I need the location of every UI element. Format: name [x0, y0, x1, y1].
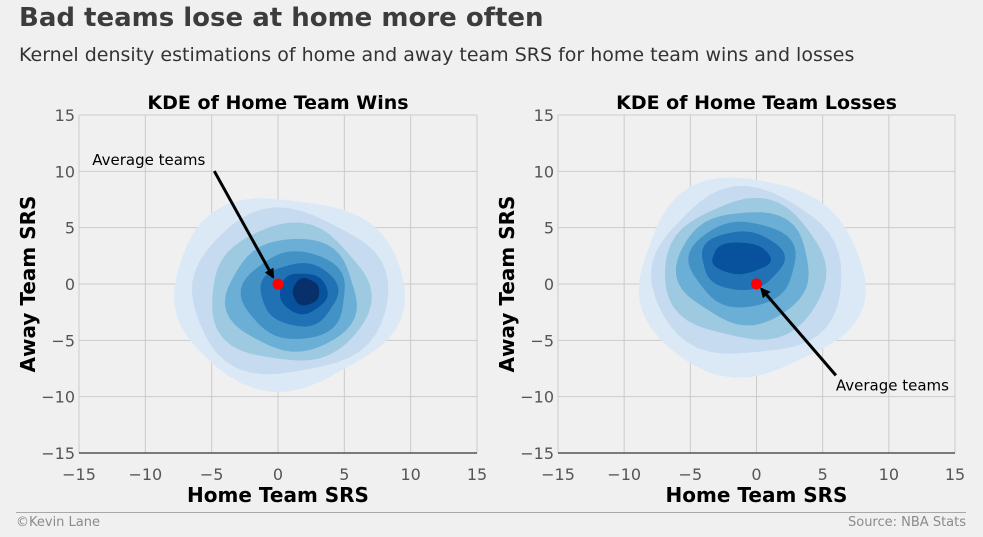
density-level-8: [292, 278, 320, 306]
y-tick-label: 15: [55, 106, 75, 125]
y-tick-label: 15: [534, 106, 554, 125]
x-tick-label: 10: [879, 465, 899, 484]
average-team-point: [751, 278, 762, 290]
annotation-arrow: [212, 170, 275, 279]
y-axis-label: Away Team SRS: [495, 196, 519, 373]
chart-title: KDE of Home Team Losses: [616, 92, 897, 114]
x-tick-label: −10: [128, 465, 162, 484]
x-tick-label: 0: [751, 465, 761, 484]
page-subtitle: Kernel density estimations of home and a…: [19, 44, 855, 66]
y-tick-label: 5: [65, 219, 75, 238]
x-tick-label: 15: [945, 465, 965, 484]
x-tick-label: 5: [339, 465, 349, 484]
footer-source: Source: NBA Stats: [847, 515, 966, 530]
chart-title: KDE of Home Team Wins: [147, 92, 408, 114]
x-tick-label: 5: [818, 465, 828, 484]
y-tick-label: −5: [530, 331, 554, 350]
y-tick-label: −15: [41, 444, 75, 463]
y-tick-label: 0: [544, 275, 554, 294]
annotation-label: Average teams: [92, 151, 205, 169]
annotation-label: Average teams: [836, 376, 949, 394]
x-tick-label: −10: [607, 465, 641, 484]
chart-panel-1: −15 −10 −5 0 5 10 15 −15 −10 −5 0 5 10 15 KDE of Home …: [16, 92, 487, 507]
x-tick-label: 0: [273, 465, 283, 484]
annotation-arrow: [760, 287, 838, 377]
y-tick-label: 0: [65, 275, 75, 294]
y-axis-label: Away Team SRS: [16, 196, 40, 373]
y-tick-label: −10: [520, 388, 554, 407]
footer-credit: ©Kevin Lane: [16, 515, 100, 530]
y-tick-label: −10: [41, 388, 75, 407]
y-tick-label: 5: [544, 219, 554, 238]
x-tick-label: −15: [541, 465, 575, 484]
x-tick-label: −15: [62, 465, 96, 484]
x-axis-label: Home Team SRS: [187, 483, 369, 507]
page-title: Bad teams lose at home more often: [19, 3, 544, 33]
chart-panel-2: −15 −10 −5 0 5 10 15 −15 −10 −5 0 5 10 15 KDE of Home …: [495, 92, 965, 507]
density-level-7: [712, 242, 771, 275]
x-tick-label: −5: [679, 465, 703, 484]
y-tick-label: −5: [51, 331, 75, 350]
x-axis-label: Home Team SRS: [666, 483, 848, 507]
x-tick-label: 15: [467, 465, 487, 484]
y-tick-label: −15: [520, 444, 554, 463]
y-tick-label: 10: [55, 162, 75, 181]
x-tick-label: −5: [200, 465, 224, 484]
y-tick-label: 10: [534, 162, 554, 181]
footer-divider: [16, 512, 966, 513]
average-team-point: [272, 278, 284, 290]
x-tick-label: 10: [400, 465, 420, 484]
